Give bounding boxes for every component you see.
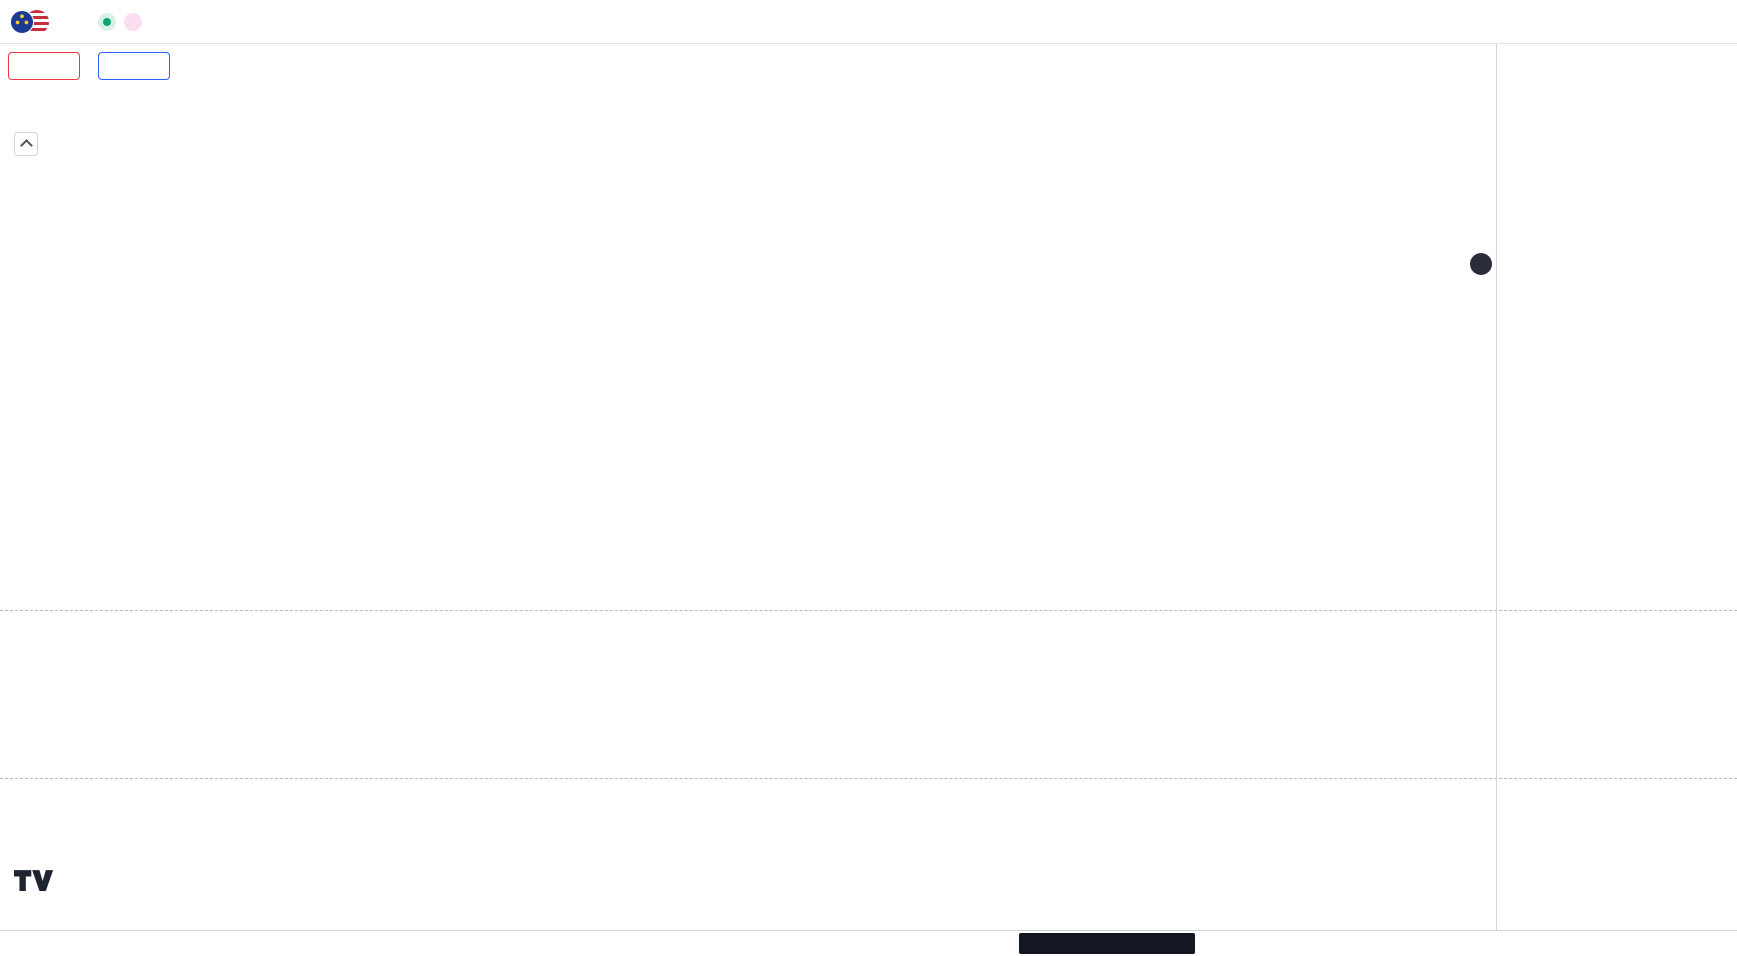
pane-divider[interactable] bbox=[0, 610, 1737, 611]
collapse-legend-button[interactable] bbox=[14, 132, 38, 156]
tradingview-logo[interactable] bbox=[14, 870, 62, 892]
main-price-chart[interactable] bbox=[0, 0, 1496, 610]
buy-button[interactable] bbox=[98, 52, 170, 80]
ideas-icon[interactable] bbox=[124, 12, 142, 31]
chart-header bbox=[0, 0, 1737, 44]
crosshair-time-label bbox=[1019, 933, 1195, 954]
macd-indicator-pane[interactable] bbox=[0, 778, 1496, 930]
dema-indicator-legend[interactable] bbox=[8, 95, 27, 97]
buy-sell-widget bbox=[8, 52, 170, 80]
ohlc-readout bbox=[164, 14, 208, 29]
market-status-icon[interactable] bbox=[98, 12, 116, 31]
time-axis[interactable] bbox=[0, 930, 1737, 956]
price-axis[interactable] bbox=[1496, 0, 1737, 956]
rsi-indicator-pane[interactable] bbox=[0, 610, 1496, 778]
eu-flag-icon bbox=[10, 9, 34, 34]
tradingview-logo-icon bbox=[14, 870, 54, 891]
macd-indicator-legend[interactable] bbox=[8, 795, 45, 797]
sell-button[interactable] bbox=[8, 52, 80, 80]
add-alert-plus-button[interactable] bbox=[1470, 253, 1492, 275]
currency-toggle-button[interactable] bbox=[1510, 0, 1522, 44]
symbol-pair-icon bbox=[10, 9, 50, 35]
chevron-up-icon bbox=[19, 139, 33, 152]
rsi-indicator-legend[interactable] bbox=[8, 618, 54, 620]
pane-divider[interactable] bbox=[0, 778, 1737, 779]
